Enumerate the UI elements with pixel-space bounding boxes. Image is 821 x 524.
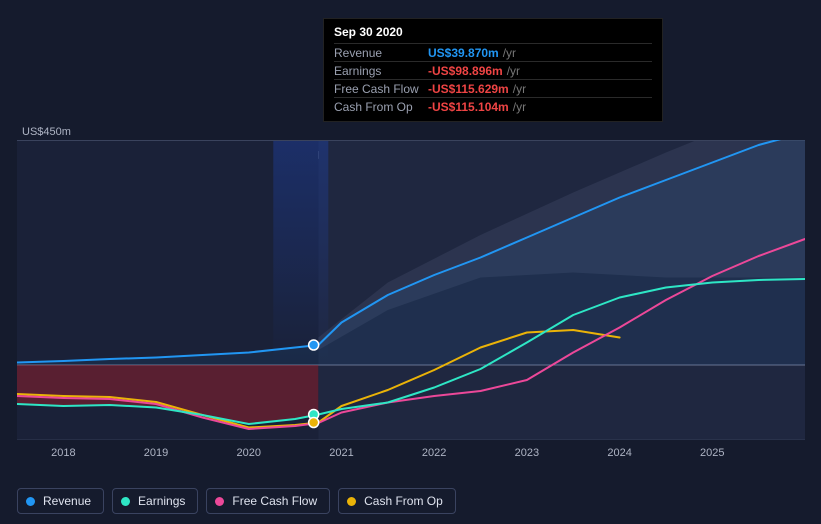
chart-plot-area[interactable] (17, 140, 805, 440)
tooltip-metric-suffix: /yr (513, 82, 526, 96)
x-axis-label: 2018 (51, 447, 75, 459)
tooltip-metric-value: -US$98.896m (428, 64, 503, 78)
x-axis-label: 2023 (515, 447, 539, 459)
legend-swatch (215, 497, 224, 506)
legend-item-earnings[interactable]: Earnings (112, 488, 198, 514)
hover-tooltip: Sep 30 2020 RevenueUS$39.870m/yrEarnings… (323, 18, 663, 122)
tooltip-date: Sep 30 2020 (334, 25, 652, 43)
x-axis-label: 2025 (700, 447, 724, 459)
legend-item-revenue[interactable]: Revenue (17, 488, 104, 514)
legend-item-free_cash_flow[interactable]: Free Cash Flow (206, 488, 330, 514)
tooltip-metric-label: Free Cash Flow (334, 82, 428, 96)
x-axis-label: 2020 (237, 447, 261, 459)
tooltip-metric-label: Cash From Op (334, 100, 428, 114)
y-axis-label: US$450m (22, 126, 71, 138)
tooltip-metric-value: -US$115.629m (428, 82, 509, 96)
legend-swatch (121, 497, 130, 506)
x-axis-labels: 2018 2019 2020 2021 2022 2023 2024 2025 (17, 447, 805, 465)
legend-swatch (347, 497, 356, 506)
legend-item-cash_from_op[interactable]: Cash From Op (338, 488, 456, 514)
line-chart-svg (17, 140, 805, 440)
tooltip-row: Free Cash Flow-US$115.629m/yr (334, 79, 652, 97)
tooltip-metric-label: Revenue (334, 46, 428, 60)
tooltip-metric-value: -US$115.104m (428, 100, 509, 114)
tooltip-row: RevenueUS$39.870m/yr (334, 43, 652, 61)
tooltip-metric-label: Earnings (334, 64, 428, 78)
x-axis-label: 2024 (607, 447, 631, 459)
legend-label: Free Cash Flow (232, 494, 317, 508)
tooltip-metric-value: US$39.870m (428, 46, 499, 60)
legend-label: Cash From Op (364, 494, 443, 508)
x-axis-label: 2021 (329, 447, 353, 459)
x-axis-label: 2019 (144, 447, 168, 459)
chart-legend: Revenue Earnings Free Cash Flow Cash From O… (17, 488, 456, 514)
tooltip-metric-suffix: /yr (503, 46, 516, 60)
x-axis-label: 2022 (422, 447, 446, 459)
tooltip-metric-suffix: /yr (513, 100, 526, 114)
tooltip-row: Cash From Op-US$115.104m/yr (334, 97, 652, 115)
tooltip-row: Earnings-US$98.896m/yr (334, 61, 652, 79)
legend-label: Earnings (138, 494, 185, 508)
legend-swatch (26, 497, 35, 506)
legend-label: Revenue (43, 494, 91, 508)
tooltip-metric-suffix: /yr (507, 64, 520, 78)
